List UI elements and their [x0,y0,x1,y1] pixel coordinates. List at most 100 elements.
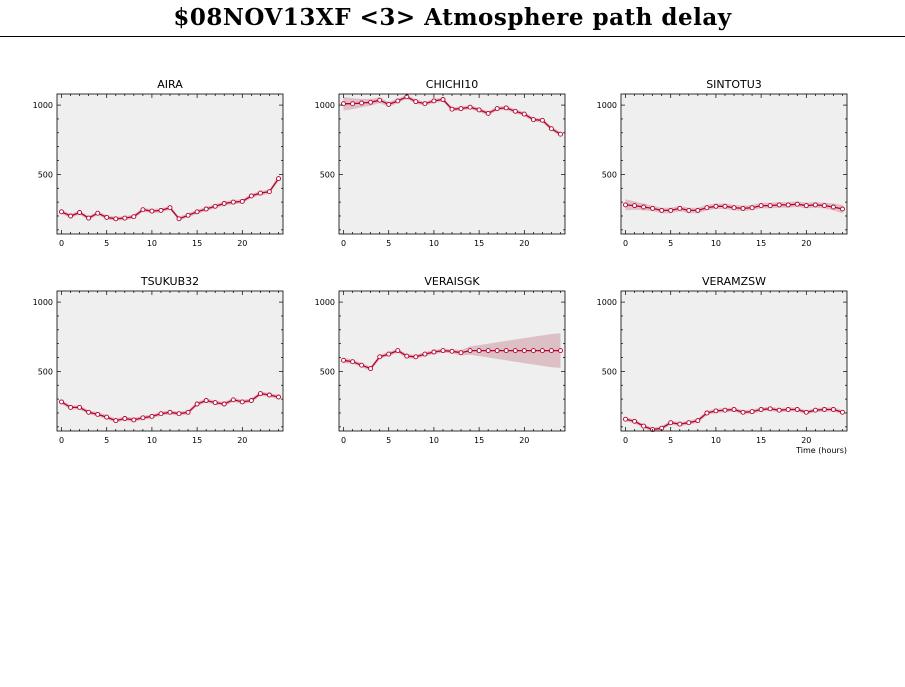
data-point [785,407,791,412]
data-point [803,203,809,209]
x-tick-label: 20 [519,436,529,445]
data-point [623,416,628,422]
data-point [149,413,155,419]
data-point [104,214,110,220]
data-point [840,409,845,415]
data-point [641,204,647,210]
x-tick-label: 15 [192,436,202,445]
x-tick-label: 0 [59,239,64,248]
data-point [212,400,218,406]
x-tick-label: 15 [474,436,484,445]
y-tick-label: 1000 [33,101,53,110]
data-point [276,394,281,400]
data-point [668,420,674,426]
y-tick-label: 1000 [597,298,617,307]
x-tick-label: 5 [104,239,109,248]
data-point [230,199,236,205]
data-point [803,409,809,415]
data-point [476,348,482,354]
data-point [821,203,827,209]
data-point [449,348,455,354]
data-point [530,117,536,123]
data-point [485,348,491,354]
data-point [449,106,455,112]
data-point [59,399,64,405]
data-point [194,401,200,407]
data-point [632,203,638,209]
x-tick-label: 15 [756,239,766,248]
data-point [377,97,383,103]
data-point [341,357,346,363]
chart-title: VERAISGK [424,275,480,288]
data-point [140,207,146,213]
data-point [158,411,164,417]
data-point [422,351,428,357]
data-point [794,201,800,207]
data-point [548,348,554,354]
chart-title: VERAMZSW [702,275,766,288]
data-point [512,348,518,354]
data-point [149,208,155,214]
data-point [840,206,845,212]
data-point [122,416,128,421]
data-point [485,110,491,116]
y-tick-label: 500 [320,367,335,376]
data-point [704,205,710,211]
data-point [821,407,827,412]
data-point [632,418,638,424]
data-point [740,205,746,211]
data-point [395,98,401,104]
data-point [86,409,92,415]
data-point [167,409,173,415]
data-point [558,131,563,137]
y-tick-label: 500 [320,170,335,179]
data-point [368,99,374,105]
data-point [113,418,119,424]
data-point [512,108,518,114]
chart-panel: 0 5 10 15 20 500 1000 SINTOTU3 [597,78,848,248]
data-point [95,411,101,417]
data-point [350,359,356,365]
data-point [431,349,437,355]
x-tick-label: 10 [147,239,157,248]
data-point [695,207,701,213]
data-point [749,205,755,211]
data-point [623,202,628,208]
x-tick-label: 20 [237,436,247,445]
x-tick-label: 15 [474,239,484,248]
data-point [695,418,701,424]
data-point [122,215,128,221]
data-point [539,348,545,354]
y-tick-label: 1000 [315,101,335,110]
data-point [104,414,110,420]
error-band [61,175,279,221]
data-point [140,415,146,421]
data-point [713,203,719,209]
data-point [266,189,272,195]
error-band [61,391,279,423]
chart-panel: 0 5 10 15 20 500 1000 CHICHI10 [315,78,566,248]
x-tick-label: 10 [711,239,721,248]
data-point [113,216,119,222]
data-point [413,354,419,360]
data-point [95,210,101,216]
data-point [368,366,374,372]
chart-title: TSUKUB32 [140,275,199,288]
data-point [395,348,401,354]
data-point [212,203,218,209]
title-bar: $08NOV13XF <3> Atmosphere path delay [0,0,905,37]
data-point [494,106,500,112]
x-tick-label: 10 [147,436,157,445]
data-point [167,205,173,211]
x-tick-label: 20 [801,239,811,248]
data-point [686,207,692,213]
chart-panel: 0 5 10 15 20 500 1000 VERAMZSW Time (hours) [597,275,848,455]
data-point [158,207,164,213]
plot-area [339,94,565,234]
x-tick-label: 10 [429,239,439,248]
data-point [377,354,383,360]
data-point [248,193,254,199]
plot-area [621,94,847,234]
data-point [830,407,836,412]
data-point [341,101,346,107]
